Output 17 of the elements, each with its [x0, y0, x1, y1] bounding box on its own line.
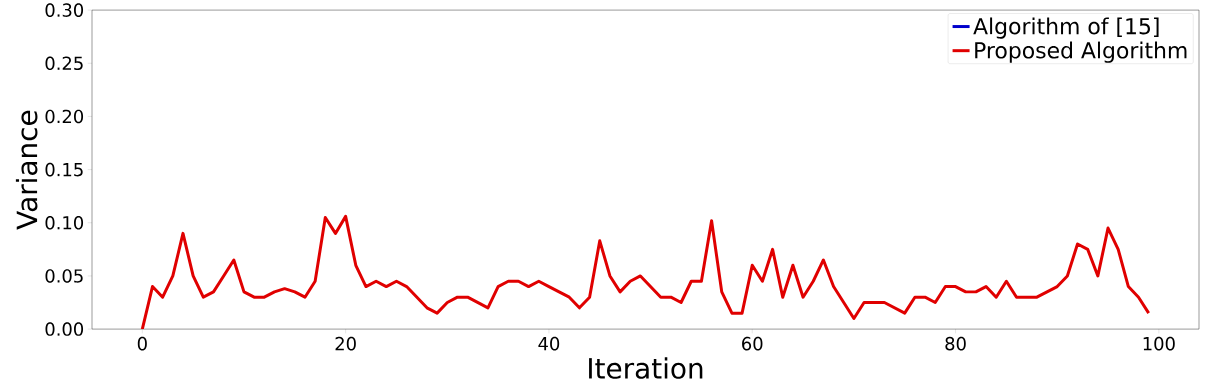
y-tick-label: 0.15 [45, 162, 83, 177]
y-tick-label: 0.00 [45, 322, 84, 336]
y-tick-label: 0.30 [45, 3, 84, 17]
y-tick-label: 0.05 [45, 269, 83, 283]
x-tick-label: 0 [137, 336, 147, 351]
x-tick-label: 40 [538, 336, 560, 351]
x-tick-label: 100 [1143, 336, 1175, 351]
y-axis-title: Variance [15, 110, 38, 230]
y-tick-label: 0.20 [45, 109, 84, 124]
x-tick-label: 60 [742, 336, 763, 351]
y-tick-label: 0.25 [45, 56, 83, 70]
legend-label: Algorithm of [15] [973, 17, 1159, 39]
legend-label: Proposed Algorithm [975, 41, 1187, 63]
x-tick-label: 80 [945, 336, 966, 351]
x-tick-label: 20 [335, 336, 356, 351]
x-axis-title: Iteration [589, 357, 703, 379]
y-tick-label: 0.10 [45, 215, 84, 230]
